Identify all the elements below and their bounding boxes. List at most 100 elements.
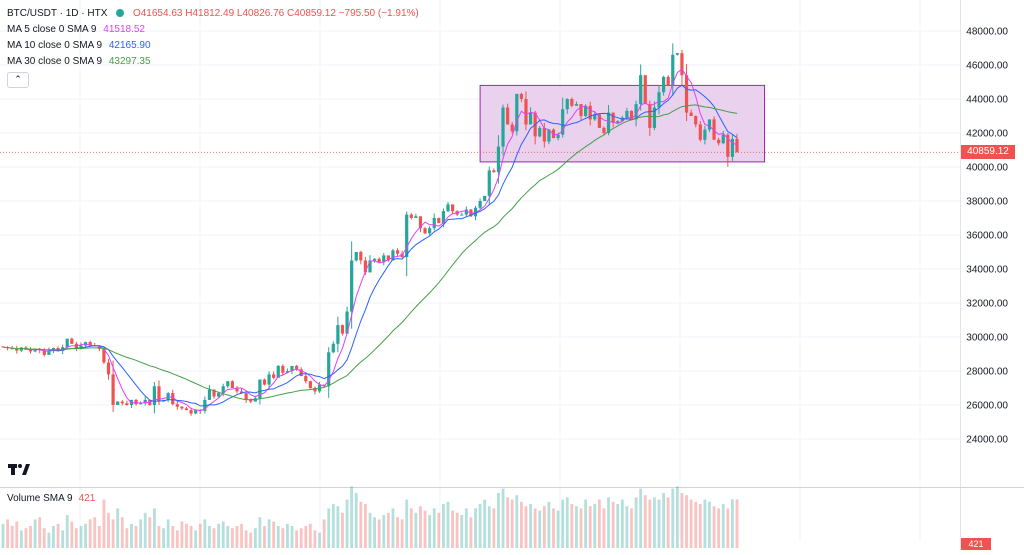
collapse-legend-button[interactable]: ⌃ [7,72,29,88]
volume-bar [364,504,367,548]
y-tick-label: 28000.00 [966,367,1008,378]
volume-bar [143,512,147,548]
volume-bar [102,499,106,548]
candle-body [350,260,354,312]
chevron-up-icon: ⌃ [14,74,22,84]
volume-bar [221,521,225,548]
y-tick-label: 38000.00 [966,197,1008,208]
ma10-line [48,84,738,407]
candle-body [414,216,418,218]
candle-body [428,228,432,234]
volume-bar [529,504,532,548]
volume-bar [249,532,253,548]
volume-bar [272,521,276,548]
candle-body [111,374,115,405]
y-tick-label: 48000.00 [966,27,1008,38]
symbol-title[interactable]: BTC/USDT · 1D · HTX [7,8,108,19]
tradingview-logo-icon[interactable] [8,461,30,479]
indicator-ma10[interactable]: MA 10 close 0 SMA 9 42165.90 [7,38,419,54]
candle-body [221,386,225,394]
volume-bar [304,526,308,548]
volume-bar [565,497,569,548]
candle-body [331,343,335,353]
volume-bar [414,512,418,548]
volume-bar [519,501,523,548]
candle-body [102,348,106,363]
volume-bar [437,512,441,548]
candle-body [721,134,725,144]
volume-bar [639,488,643,548]
volume-legend[interactable]: Volume SMA 9 421 [7,493,95,504]
volume-bar [70,521,74,548]
volume-bar [442,504,445,548]
candle-body [437,218,441,224]
candle-body [735,138,739,153]
candle-body [322,384,326,387]
volume-bar [130,523,133,548]
candle-body [217,393,221,397]
candle-body [547,129,551,142]
candle-body [584,105,588,116]
candle-body [116,401,120,405]
candle-body [189,410,193,414]
indicator-ma5[interactable]: MA 5 close 0 SMA 9 41518.52 [7,22,419,38]
volume-bar [263,526,266,548]
candle-body [574,104,579,106]
candle-body [460,214,464,216]
candle-body [501,107,505,147]
candle-body [611,112,615,123]
candle-body [625,110,629,118]
candle-body [313,388,317,392]
volume-bar [331,504,335,548]
volume-bar [166,519,170,548]
volume-bar [148,517,152,548]
candle-body [28,349,33,352]
candle-body [666,76,670,86]
volume-bar [469,517,473,548]
volume-bar [446,501,450,548]
volume-bar [24,528,28,548]
candle-body [519,93,523,99]
candle-body [299,369,303,377]
candle-body [134,399,138,405]
volume-bar [584,499,588,548]
candle-body [629,110,634,120]
volume-bar [561,499,565,548]
volume-bar [455,512,459,548]
volume-bar [552,508,555,548]
candle-body [409,214,413,218]
volume-bar [258,517,262,548]
candle-body [42,350,46,355]
volume-bar [61,530,65,548]
indicator-ma10-label: MA 10 close 0 SMA 9 [7,40,103,51]
volume-bar [630,508,633,548]
volume-bar [685,495,688,548]
candle-body [698,124,702,140]
candle-body [377,258,381,263]
volume-bar [253,528,257,548]
candle-body [510,124,514,132]
candle-body [689,112,693,116]
candle-body [464,209,468,215]
volume-bar [350,486,354,548]
volume-bar [97,526,101,548]
volume-bar [575,506,578,548]
ma30-line [2,104,738,401]
volume-bar [208,526,211,548]
volume-bar [194,530,198,548]
last-price-tag: 40859.12 [961,145,1015,159]
candle-body [496,146,501,173]
candle-body [556,134,560,139]
indicator-ma30[interactable]: MA 30 close 0 SMA 9 43297.35 [7,54,419,70]
volume-bar [533,508,537,548]
volume-bar [597,499,601,548]
candle-body [680,53,684,76]
volume-bar [634,497,638,548]
market-status-dot-icon [116,9,125,18]
volume-bar [212,528,216,548]
volume-bar [281,528,285,548]
candle-body [602,127,606,133]
candle-body [340,325,345,334]
candle-body [33,348,37,352]
